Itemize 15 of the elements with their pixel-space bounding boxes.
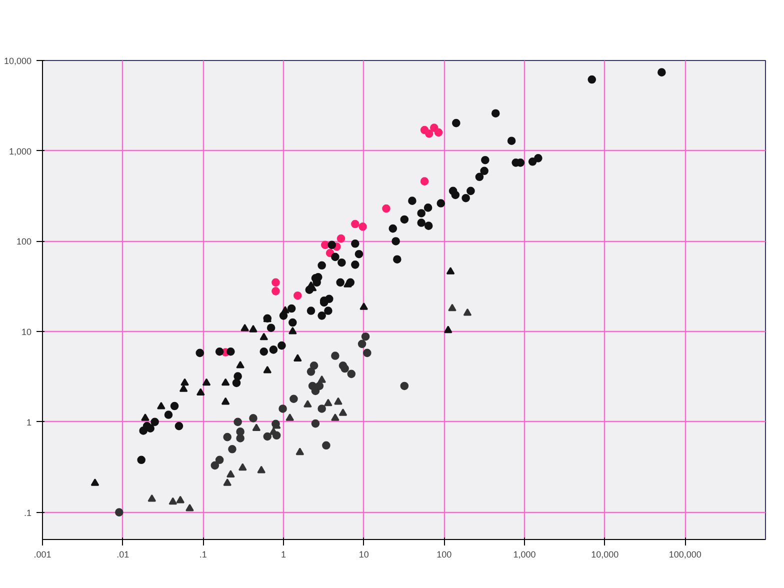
x-tick-label: 100,000 (668, 550, 702, 560)
x-tick-label: 10 (358, 550, 369, 560)
y-tick-label: .1 (24, 508, 32, 518)
y-tick-label: 1,000 (8, 146, 32, 156)
x-tick-label: 100 (436, 550, 452, 560)
y-tick-label: 10,000 (4, 56, 32, 66)
x-tick-label: .01 (116, 550, 130, 560)
y-tick-label: 10 (21, 327, 32, 338)
x-tick-label: .001 (34, 550, 52, 560)
y-tick-label: 100 (16, 236, 32, 247)
y-tick-label: 1 (26, 417, 32, 428)
x-tick-label: 1 (280, 550, 286, 560)
x-tick-label: 1,000 (513, 550, 536, 560)
x-tick-label: 10,000 (591, 550, 619, 560)
x-tick-label: .1 (199, 550, 207, 560)
